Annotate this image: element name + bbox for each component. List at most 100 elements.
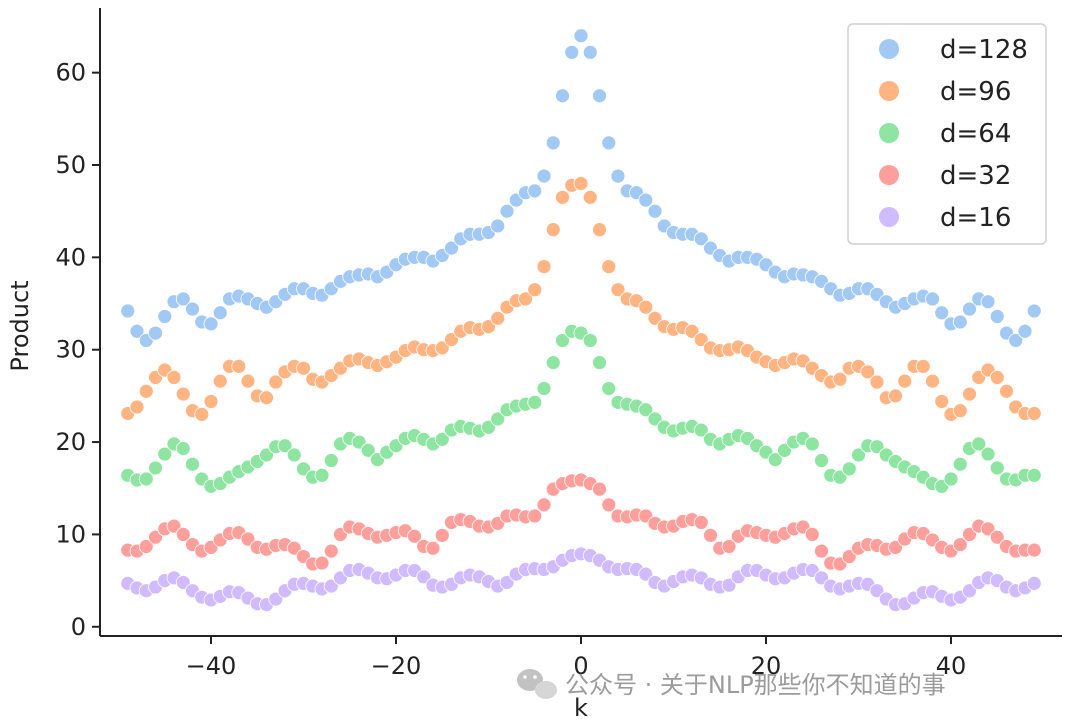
data-point [841, 549, 857, 564]
data-point [314, 467, 330, 483]
legend-label: d=64 [940, 119, 1011, 149]
data-point [582, 189, 598, 205]
data-point [203, 316, 219, 332]
data-point [240, 373, 256, 389]
data-point [971, 436, 987, 452]
data-point [814, 543, 829, 559]
data-point [175, 527, 191, 542]
data-point [814, 570, 829, 586]
data-point [296, 461, 311, 477]
data-point [647, 310, 663, 326]
data-point [286, 540, 302, 556]
data-point [1026, 575, 1042, 591]
data-point [323, 578, 339, 594]
legend-label: d=16 [940, 203, 1011, 233]
watermark: 公众号 · 关于NLP那些你不知道的事 [517, 669, 946, 699]
data-point [980, 521, 996, 537]
data-point [592, 222, 607, 238]
data-point [601, 259, 617, 274]
data-point [536, 259, 552, 274]
data-point [934, 305, 950, 321]
legend: d=128 d=96 d=64 d=32 d=16 [847, 23, 1047, 245]
y-tick-label: 20 [55, 428, 86, 456]
data-point [536, 381, 552, 396]
data-point [157, 309, 173, 324]
data-point [527, 183, 543, 199]
data-point [286, 447, 302, 463]
data-point [869, 374, 885, 390]
data-point [962, 583, 977, 599]
legend-marker [879, 81, 899, 101]
data-point [148, 460, 163, 476]
data-point [545, 355, 561, 371]
data-point [555, 333, 570, 348]
data-point [592, 355, 607, 371]
data-point [490, 218, 506, 234]
data-point [185, 456, 200, 472]
data-point [869, 583, 885, 599]
data-point [1026, 467, 1042, 483]
data-point [129, 399, 145, 415]
data-point [444, 240, 459, 256]
legend-box [847, 23, 1047, 245]
data-point [231, 358, 247, 374]
data-point [638, 566, 654, 582]
data-point [536, 168, 552, 184]
data-point [610, 168, 626, 184]
data-point [194, 406, 210, 422]
data-point [407, 528, 422, 544]
data-point [499, 203, 515, 219]
data-point [527, 508, 543, 524]
data-point [573, 28, 589, 44]
data-point [804, 436, 820, 452]
data-point [360, 442, 376, 458]
data-point [693, 231, 709, 247]
data-point [1026, 406, 1042, 421]
data-point [148, 325, 163, 341]
y-tick-label: 50 [55, 151, 86, 179]
data-point [157, 446, 173, 462]
data-point [592, 481, 607, 497]
y-tick-label: 30 [55, 336, 86, 364]
data-point [888, 388, 903, 404]
x-tick-label: 40 [936, 652, 967, 680]
data-point [268, 591, 284, 607]
data-point [527, 282, 543, 298]
wechat-icon [517, 669, 557, 699]
data-point [647, 203, 663, 219]
data-point [962, 386, 977, 402]
data-point [980, 446, 996, 462]
data-point [582, 44, 598, 60]
series-d-32 [120, 472, 1042, 572]
data-point [314, 555, 330, 571]
x-axis-title: k [574, 694, 588, 722]
data-point [925, 291, 940, 307]
data-point [980, 294, 996, 310]
x-tick-label: 0 [573, 652, 588, 680]
data-point [425, 540, 441, 556]
data-point [259, 447, 274, 463]
y-tick-label: 60 [55, 59, 86, 87]
data-point [323, 543, 339, 559]
data-point [499, 575, 515, 590]
legend-label: d=96 [940, 77, 1011, 107]
data-point [952, 537, 968, 552]
data-point [638, 192, 654, 208]
x-tick-label: −40 [186, 652, 237, 680]
data-point [148, 529, 163, 545]
data-point [582, 333, 598, 348]
y-axis-title: Product [6, 280, 34, 371]
data-point [296, 360, 311, 376]
data-point [527, 394, 543, 410]
data-point [1026, 303, 1042, 319]
data-point [703, 527, 718, 543]
series-d-64 [120, 323, 1042, 494]
data-point [212, 305, 228, 321]
data-point [545, 135, 561, 151]
data-point [416, 569, 432, 585]
data-point [490, 411, 506, 427]
data-points [120, 28, 1042, 612]
legend-marker [879, 123, 899, 143]
data-point [962, 301, 977, 317]
